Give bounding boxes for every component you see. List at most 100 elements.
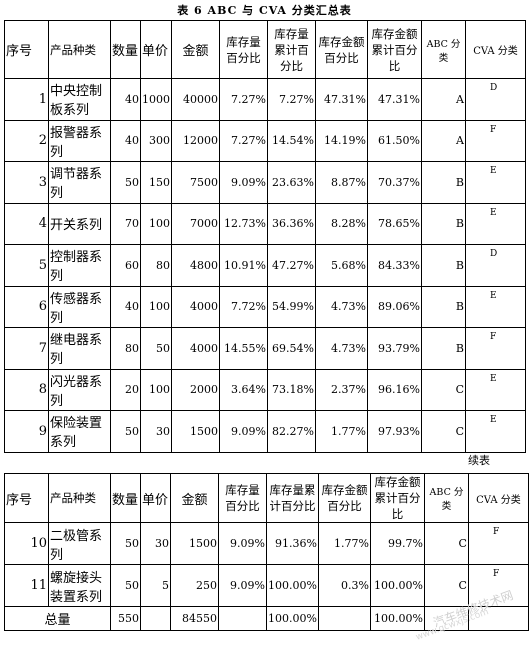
total-amt-pct <box>317 606 371 631</box>
row-cva: D <box>465 78 526 121</box>
row-cum: 91.36% <box>266 522 319 565</box>
table-row: 1 中央控制板系列 40 1000 40000 7.27% 7.27% 47.31% 47.31… <box>4 78 526 121</box>
header-name: 产品种类 <box>48 473 111 523</box>
total-cum: 100.00% <box>266 606 319 631</box>
row-price: 30 <box>140 522 171 565</box>
row-price: 80 <box>140 244 172 287</box>
row-no: 6 <box>4 285 49 328</box>
row-pct: 10.91% <box>219 244 268 287</box>
row-qty: 40 <box>110 78 141 121</box>
row-amt-cum: 100.00% <box>369 564 425 607</box>
row-no: 8 <box>4 368 49 411</box>
row-amt-cum: 47.31% <box>367 78 422 121</box>
row-amt-cum: 99.7% <box>369 522 425 565</box>
total-price <box>140 606 171 631</box>
row-qty: 50 <box>110 522 141 565</box>
header-abc: ABC 分类 <box>421 20 466 79</box>
row-pct: 3.64% <box>219 368 268 411</box>
row-qty: 80 <box>110 327 141 370</box>
row-amt-cum: 93.79% <box>367 327 422 370</box>
table-row: 5 控制器系列 60 80 4800 10.91% 47.27% 5.68% 84.33% B D <box>4 244 526 287</box>
row-pct: 7.72% <box>219 285 268 328</box>
total-amt-cum: 100.00% <box>369 606 425 631</box>
row-cva: F <box>465 327 526 370</box>
row-amount: 4000 <box>171 327 220 370</box>
row-name: 开关系列 <box>48 202 111 245</box>
total-qty: 550 <box>110 606 141 631</box>
row-price: 1000 <box>140 78 172 121</box>
row-cum: 14.54% <box>267 119 316 162</box>
row-amt-pct: 8.87% <box>315 161 368 204</box>
row-cva: F <box>465 119 526 162</box>
row-amt-pct: 1.77% <box>315 410 368 453</box>
row-amount: 250 <box>170 564 219 607</box>
row-no: 9 <box>4 410 49 453</box>
row-amount: 4000 <box>171 285 220 328</box>
header-qty: 数量 <box>110 20 141 79</box>
row-amount: 1500 <box>170 522 219 565</box>
table-row: 8 闪光器系列 20 100 2000 3.64% 73.18% 2.37% 96.16% C E <box>4 368 526 411</box>
row-cva: F <box>467 522 529 565</box>
table-row: 3 调节器系列 50 150 7500 9.09% 23.63% 8.87% 70.37% B E <box>4 161 526 204</box>
row-cum: 73.18% <box>267 368 316 411</box>
row-amt-cum: 70.37% <box>367 161 422 204</box>
row-amt-cum: 97.93% <box>367 410 422 453</box>
row-cum: 23.63% <box>267 161 316 204</box>
row-cum: 54.99% <box>267 285 316 328</box>
total-cva <box>467 606 529 631</box>
header-row: 序号 产品种类 数量 单价 金额 库存量百分比 库存量累计百分比 库存金额百分比… <box>4 20 526 79</box>
row-name: 二极管系列 <box>48 522 111 565</box>
table-row: 7 继电器系列 80 50 4000 14.55% 69.54% 4.73% 93.79% B F <box>4 327 526 370</box>
row-amt-pct: 1.77% <box>317 522 371 565</box>
row-pct: 9.09% <box>218 522 267 565</box>
row-price: 5 <box>140 564 171 607</box>
row-amount: 7500 <box>171 161 220 204</box>
continued-label: 续表 <box>468 454 490 467</box>
row-price: 100 <box>140 368 172 411</box>
header-abc: ABC 分类 <box>423 473 469 523</box>
row-no: 10 <box>4 522 49 565</box>
row-abc: C <box>423 522 469 565</box>
row-amt-pct: 5.68% <box>315 244 368 287</box>
header-qty: 数量 <box>110 473 141 523</box>
row-cum: 7.27% <box>267 78 316 121</box>
table-row: 10 二极管系列 50 30 1500 9.09% 91.36% 1.77% 99.7% C F <box>4 522 529 565</box>
row-cva: E <box>465 368 526 411</box>
header-cum: 库存量累计百分比 <box>266 473 319 523</box>
row-pct: 9.09% <box>218 564 267 607</box>
total-row: 总量 550 84550 100.00% 100.00% <box>4 606 529 631</box>
row-amount: 4800 <box>171 244 220 287</box>
row-price: 100 <box>140 285 172 328</box>
row-price: 100 <box>140 202 172 245</box>
row-abc: B <box>421 327 466 370</box>
row-cum: 82.27% <box>267 410 316 453</box>
header-cva: CVA 分类 <box>467 473 529 523</box>
row-no: 1 <box>4 78 49 121</box>
row-amt-cum: 84.33% <box>367 244 422 287</box>
header-row-continued: 序号 产品种类 数量 单价 金额 库存量百分比 库存量累计百分比 库存金额百分比… <box>4 473 529 523</box>
row-pct: 9.09% <box>219 161 268 204</box>
row-name: 报警器系列 <box>48 119 111 162</box>
row-abc: C <box>421 368 466 411</box>
header-pct: 库存量百分比 <box>219 20 268 79</box>
row-name: 闪光器系列 <box>48 368 111 411</box>
row-amount: 7000 <box>171 202 220 245</box>
row-cum: 47.27% <box>267 244 316 287</box>
row-name: 控制器系列 <box>48 244 111 287</box>
row-pct: 7.27% <box>219 78 268 121</box>
row-qty: 50 <box>110 564 141 607</box>
row-cum: 69.54% <box>267 327 316 370</box>
row-no: 3 <box>4 161 49 204</box>
row-amt-cum: 89.06% <box>367 285 422 328</box>
header-cum: 库存量累计百分比 <box>267 20 316 79</box>
row-amt-cum: 78.65% <box>367 202 422 245</box>
row-abc: B <box>421 202 466 245</box>
row-name: 传感器系列 <box>48 285 111 328</box>
header-amt-cum: 库存金额累计百分比 <box>367 20 422 79</box>
row-pct: 9.09% <box>219 410 268 453</box>
row-pct: 14.55% <box>219 327 268 370</box>
header-price: 单价 <box>140 20 172 79</box>
row-cva: D <box>465 244 526 287</box>
row-price: 300 <box>140 119 172 162</box>
row-amount: 2000 <box>171 368 220 411</box>
